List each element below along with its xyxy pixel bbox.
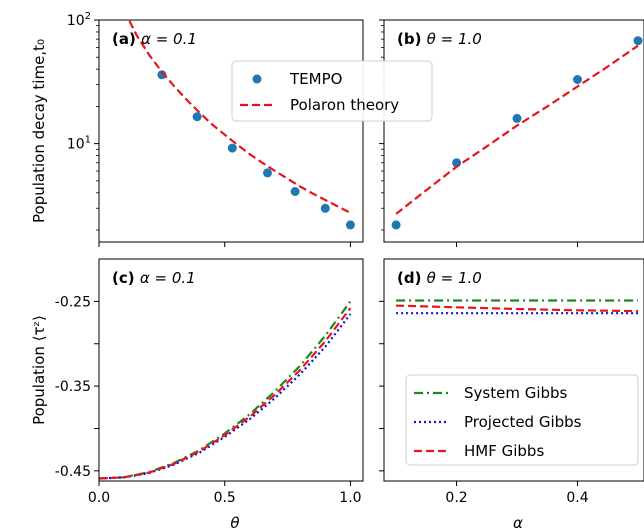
panel-d-plot	[396, 299, 639, 315]
panel-c-xlabel: θ	[230, 514, 239, 531]
panel-a-legend	[231, 60, 433, 122]
panel-a-ylabel: Population decay time,t₀	[30, 39, 48, 223]
legend-entry-1: Projected Gibbs	[464, 413, 582, 431]
panel-a-point-2	[227, 143, 237, 153]
panel-d-xtick-label: 0.2	[445, 490, 467, 506]
panel-a-ytick-label: 102	[67, 11, 91, 29]
panel-a-frame	[98, 19, 364, 243]
plot-data-layer	[99, 20, 643, 480]
panel-b-frame	[383, 19, 644, 243]
panel-a-plot	[127, 20, 355, 230]
panel-d-xlabel: α	[513, 514, 523, 531]
panel-a-point-5	[320, 203, 330, 213]
text-layer: 101 102 (a) α = 0.1 Population decay time,t…	[30, 11, 639, 531]
panel-b-series-polaron-theory	[395, 44, 639, 215]
panel-a-point-3	[263, 168, 272, 178]
panel-a-point-6	[345, 220, 355, 230]
panel-c-frame	[98, 258, 364, 482]
panel-c-plot	[99, 300, 352, 480]
panel-b-point-4	[633, 36, 643, 46]
panel-b-point-2	[512, 113, 522, 123]
panel-d-series-hmf-gibbs	[396, 304, 639, 313]
panel-b-plot	[391, 36, 643, 230]
panel-c-title: (c) α = 0.1	[112, 269, 196, 287]
panel-d-xtick-label: 0.4	[566, 490, 588, 506]
panel-b-title: (b) θ = 1.0	[397, 30, 482, 48]
panel-a-ytick-label: 101	[67, 135, 91, 153]
panel-d-legend	[405, 374, 639, 466]
panel-c-ylabel: Population ⟨τᶻ⟩	[30, 315, 48, 425]
panel-c-series-system-gibbs	[99, 300, 352, 480]
panel-frames	[94, 19, 644, 486]
panel-d-title: (d) θ = 1.0	[397, 269, 482, 287]
panel-c-xtick-label: 1.0	[339, 490, 361, 506]
panel-b-point-3	[573, 75, 582, 84]
panel-b-point-0	[391, 220, 401, 230]
panel-c-ytick-label: -0.45	[55, 464, 91, 480]
panel-c-xtick-label: 0.0	[88, 490, 110, 506]
legend-entry-1: Polaron theory	[290, 96, 399, 114]
panel-c-xtick-label: 0.5	[214, 490, 236, 506]
legend-entry-0: System Gibbs	[464, 384, 568, 402]
panel-a-point-4	[290, 187, 300, 196]
panel-d-frame	[383, 258, 644, 482]
panel-a-point-0	[157, 70, 167, 80]
panel-a-title: (a) α = 0.1	[112, 30, 197, 48]
panel-a-point-1	[192, 112, 202, 122]
panel-c-series-projected-gibbs	[99, 313, 352, 480]
panel-c-ytick-label: -0.35	[55, 379, 91, 395]
panel-c-series-hmf-gibbs	[99, 307, 352, 480]
panel-c-ytick-label: -0.25	[55, 294, 91, 310]
legend-marker-0	[252, 74, 262, 84]
panel-a-series-polaron-theory	[127, 20, 351, 214]
legend-entry-0: TEMPO	[289, 70, 342, 88]
legend-entry-2: HMF Gibbs	[464, 442, 544, 460]
